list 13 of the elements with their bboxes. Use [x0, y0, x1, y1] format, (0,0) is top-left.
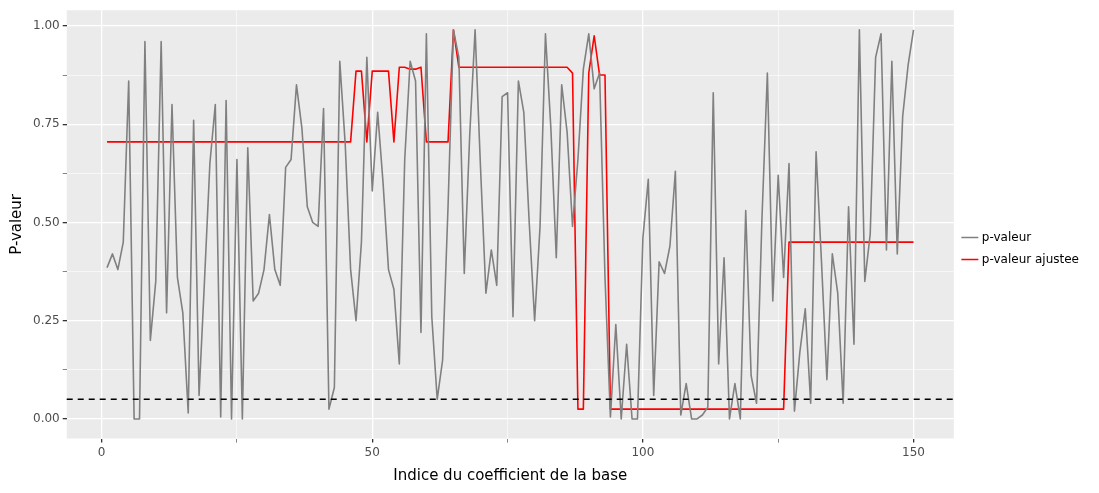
legend-label: p-valeur	[981, 229, 1032, 244]
y-tick-label: 0.25	[33, 312, 60, 327]
y-tick-label: 1.00	[33, 18, 60, 33]
x-tick-label: 150	[902, 444, 925, 459]
y-tick-label: 0.75	[33, 116, 60, 131]
x-axis-title: Indice du coefficient de la base	[393, 465, 628, 484]
y-tick-label: 0.00	[33, 411, 60, 426]
x-tick-label: 100	[631, 444, 655, 459]
x-tick-label: 0	[97, 444, 106, 459]
y-tick-label: 0.50	[33, 214, 60, 229]
legend-label: p-valeur ajustee	[981, 251, 1080, 266]
x-tick-label: 50	[364, 444, 380, 459]
y-axis-title: P-valeur	[6, 193, 25, 255]
